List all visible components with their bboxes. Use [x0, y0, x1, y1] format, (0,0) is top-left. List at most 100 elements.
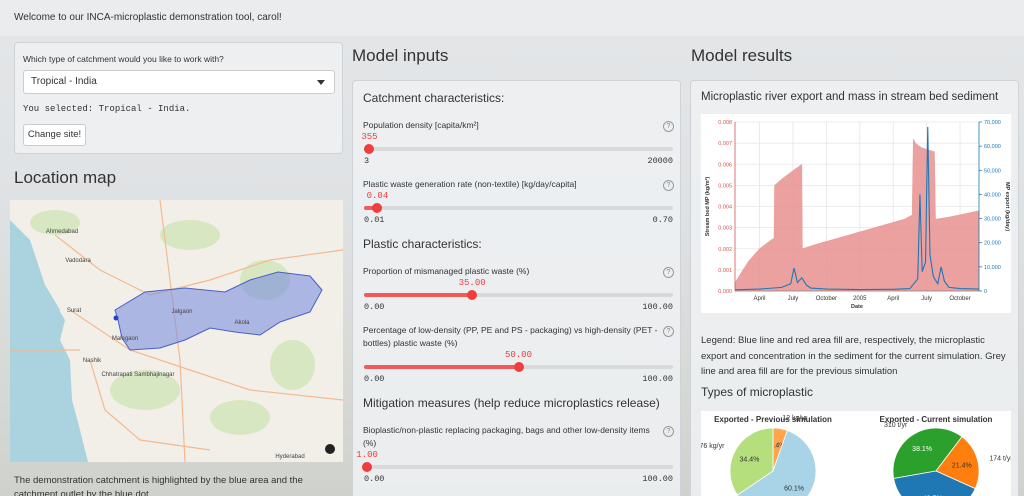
catchment-outlet [113, 315, 119, 321]
inputs-panel: Catchment characteristics: Population den… [352, 80, 681, 496]
export-chart: 0.000 0.001 0.002 0.003 0.004 0.005 0.006 0.007… [701, 114, 1011, 313]
y-tick-label: 0.000 [718, 289, 732, 295]
place-label: Hyderabad [275, 454, 304, 460]
road [69, 309, 343, 401]
y-tick-label: 0.004 [718, 205, 732, 211]
place-label: Malegaon [112, 336, 138, 342]
slider-track [364, 293, 673, 297]
slider-track [364, 206, 673, 210]
pie-amount-label: 310 t/yr [884, 422, 908, 429]
welcome-text: Welcome to our INCA-microplastic demonst… [14, 12, 282, 23]
slider-label: Plastic waste generation rate (non-texti… [363, 179, 577, 189]
pie-amount-label: 174 t/yr [989, 455, 1011, 462]
legend-text: Legend: Blue line and red area fill are,… [701, 335, 1006, 377]
slider-min: 0.00 [364, 302, 385, 312]
y-tick-label: 0.005 [718, 183, 732, 189]
forest-area [160, 220, 220, 250]
top-bar [0, 0, 1024, 36]
slider-value: 50.00 [504, 350, 532, 360]
slider-track [364, 147, 673, 151]
slider-handle[interactable] [513, 362, 524, 372]
place-label: Akola [234, 320, 250, 326]
export-line [734, 126, 980, 291]
x-tick-label: July [788, 296, 799, 302]
x-tick-label: October [816, 296, 837, 302]
y2-tick-label: 20,000 [984, 241, 1001, 247]
x-tick-label: April [887, 296, 899, 302]
road [89, 359, 211, 451]
pie-slice [893, 470, 976, 496]
place-label: Ahmedabad [46, 229, 78, 235]
place-label: Chhatrapati Sambhajinagar [101, 372, 174, 378]
map-info-icon [325, 444, 335, 454]
help-icon: ? [663, 426, 674, 437]
y-tick-label: 0.006 [718, 162, 732, 168]
slider-max: 0.70 [652, 215, 673, 225]
slider-min: 3 [364, 156, 370, 166]
section-heading: Mitigation measures (help reduce micropl… [363, 396, 660, 410]
slider-track [364, 465, 673, 469]
slider-min: 0.00 [364, 474, 385, 484]
site-select[interactable]: Tropical - India [23, 70, 335, 94]
site-panel: Which type of catchment would you like t… [14, 42, 343, 154]
location-map: Ahmedabad Vadodara Surat Malegaon Nashik Chha… [10, 200, 343, 462]
place-label: Vadodara [65, 258, 91, 264]
map-caption: The demonstration catchment is highlight… [14, 475, 303, 496]
y-tick-label: 0.007 [718, 141, 732, 147]
place-label: Nashik [83, 358, 102, 364]
slider-max: 100.00 [642, 302, 673, 312]
pie-percent-label: 21.4% [952, 462, 972, 469]
y-tick-label: 0.008 [718, 120, 732, 126]
change-site-button[interactable]: Change site! [23, 124, 86, 146]
help-icon: ? [663, 326, 674, 337]
slider-fill [364, 293, 473, 297]
slider-max: 20000 [647, 156, 673, 166]
site-select-value: Tropical - India [31, 76, 97, 87]
pie-title: Exported - Current simulation [880, 415, 993, 424]
x-axis-title: Date [851, 304, 863, 310]
y2-tick-label: 40,000 [984, 192, 1001, 198]
slider-fill [364, 365, 519, 369]
slider-label: Population density [capita/km²] [363, 120, 479, 130]
pie-slice [892, 427, 963, 479]
y2-tick-label: 60,000 [984, 144, 1001, 150]
slider-min: 0.01 [364, 215, 385, 225]
y2-tick-label: 10,000 [984, 265, 1001, 271]
y2-tick-label: 70,000 [984, 120, 1001, 126]
results-panel: Microplastic river export and mass in st… [690, 80, 1019, 496]
x-tick-label: July [921, 296, 932, 302]
pie-slice [736, 429, 817, 496]
slider-fill [364, 206, 378, 210]
slider-label: Proportion of mismanaged plastic waste (… [363, 266, 530, 276]
help-icon: ? [663, 180, 674, 191]
y-tick-label: 0.001 [718, 268, 732, 274]
help-icon: ? [663, 121, 674, 132]
slider-handle[interactable] [372, 203, 383, 213]
slider-value: 1.00 [356, 450, 378, 460]
slider-max: 100.00 [642, 374, 673, 384]
pie-title: Exported - Previous simulation [714, 415, 832, 424]
slider-handle[interactable] [362, 462, 373, 472]
pie-percent-label: 60.1% [784, 485, 804, 492]
gulf [10, 220, 60, 325]
pie-percent-label: 5.4% [770, 443, 786, 450]
slider-value: 0.04 [366, 191, 389, 201]
slider-value: 355 [361, 132, 378, 142]
site-question: Which type of catchment would you like t… [23, 54, 224, 64]
pie-percent-label: 34.4% [740, 456, 760, 463]
slider-handle[interactable] [364, 144, 375, 154]
slider-handle[interactable] [467, 290, 478, 300]
inputs-title: Model inputs [352, 46, 449, 65]
catchment-area [114, 271, 323, 351]
selection-text: You selected: Tropical - India. [23, 104, 191, 114]
y2-tick-label: 0 [984, 289, 987, 295]
forest-area [210, 400, 270, 435]
slider-label: Bioplastic/non-plastic replacing packagi… [363, 425, 650, 448]
chart-title: Microplastic river export and mass in st… [701, 91, 999, 103]
x-tick-label: April [754, 296, 766, 302]
pie-amount-label: 76 kg/yr [701, 443, 725, 450]
forest-area [270, 340, 315, 390]
y-tick-label: 0.003 [718, 226, 732, 232]
y2-tick-label: 30,000 [984, 217, 1001, 223]
